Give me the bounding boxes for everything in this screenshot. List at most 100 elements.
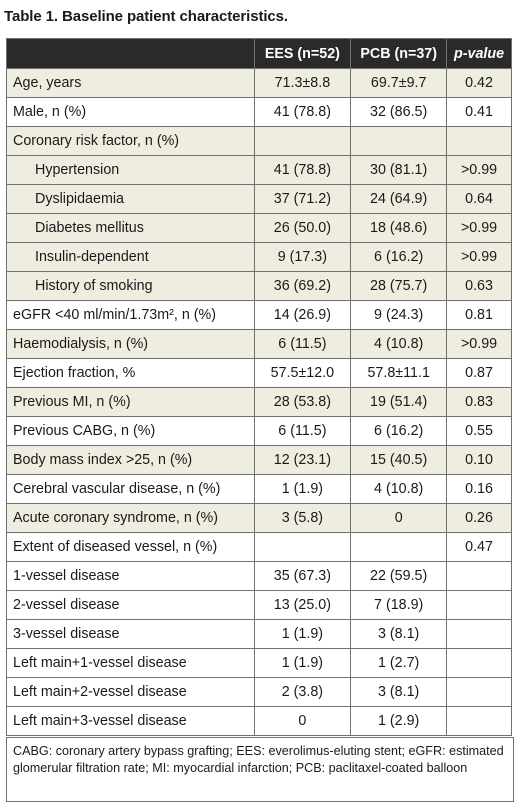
table-row: Previous MI, n (%) 28 (53.8) 19 (51.4) 0.83	[6, 387, 512, 417]
table-row: eGFR <40 ml/min/1.73m², n (%) 14 (26.9) 9 …	[6, 300, 512, 330]
cell-pcb: 15 (40.5)	[350, 445, 448, 475]
row-label: Insulin-dependent	[6, 242, 255, 272]
cell-pcb: 0	[350, 503, 448, 533]
cell-ees	[253, 126, 352, 156]
cell-p: 0.87	[446, 358, 512, 388]
cell-pcb: 1 (2.7)	[350, 648, 448, 678]
row-label: Previous MI, n (%)	[6, 387, 255, 417]
row-label: 3-vessel disease	[6, 619, 255, 649]
cell-p	[446, 590, 512, 620]
table-row: 2-vessel disease 13 (25.0) 7 (18.9)	[6, 590, 512, 620]
table-row: Cerebral vascular disease, n (%) 1 (1.9) 4…	[6, 474, 512, 504]
header-blank-cell	[6, 38, 255, 69]
row-label: Previous CABG, n (%)	[6, 416, 255, 446]
cell-p	[446, 619, 512, 649]
row-label: Male, n (%)	[6, 97, 255, 127]
cell-p	[446, 706, 512, 736]
header-ees: EES (n=52)	[253, 38, 352, 69]
row-label: Cerebral vascular disease, n (%)	[6, 474, 255, 504]
table-row: Ejection fraction, % 57.5±12.0 57.8±11.1 0.…	[6, 358, 512, 388]
cell-p: 0.42	[446, 68, 512, 98]
row-label: Left main+2-vessel disease	[6, 677, 255, 707]
cell-ees: 26 (50.0)	[253, 213, 352, 243]
row-label: Haemodialysis, n (%)	[6, 329, 255, 359]
cell-pcb: 22 (59.5)	[350, 561, 448, 591]
header-p-value-text: p-value	[454, 45, 505, 62]
cell-ees: 1 (1.9)	[253, 474, 352, 504]
cell-p	[446, 677, 512, 707]
cell-ees: 14 (26.9)	[253, 300, 352, 330]
cell-pcb: 19 (51.4)	[350, 387, 448, 417]
cell-p: >0.99	[446, 213, 512, 243]
row-label: Hypertension	[6, 155, 255, 185]
table-row: Previous CABG, n (%) 6 (11.5) 6 (16.2) 0.55	[6, 416, 512, 446]
row-label: 1-vessel disease	[6, 561, 255, 591]
row-label: History of smoking	[6, 271, 255, 301]
cell-ees: 6 (11.5)	[253, 329, 352, 359]
cell-pcb: 6 (16.2)	[350, 242, 448, 272]
cell-pcb: 3 (8.1)	[350, 619, 448, 649]
cell-p: 0.63	[446, 271, 512, 301]
cell-ees: 37 (71.2)	[253, 184, 352, 214]
cell-ees: 12 (23.1)	[253, 445, 352, 475]
header-row: EES (n=52) PCB (n=37) p-value	[6, 38, 512, 69]
cell-ees: 41 (78.8)	[253, 155, 352, 185]
cell-pcb: 32 (86.5)	[350, 97, 448, 127]
row-label: Dyslipidaemia	[6, 184, 255, 214]
cell-pcb	[350, 126, 448, 156]
table-row: Diabetes mellitus 26 (50.0) 18 (48.6) >0.99	[6, 213, 512, 243]
cell-p: 0.26	[446, 503, 512, 533]
cell-p	[446, 561, 512, 591]
table-row: 3-vessel disease 1 (1.9) 3 (8.1)	[6, 619, 512, 649]
cell-ees: 1 (1.9)	[253, 648, 352, 678]
cell-p: 0.83	[446, 387, 512, 417]
cell-ees	[253, 532, 352, 562]
row-label: Acute coronary syndrome, n (%)	[6, 503, 255, 533]
cell-ees: 6 (11.5)	[253, 416, 352, 446]
cell-p: 0.55	[446, 416, 512, 446]
header-p-value: p-value	[446, 38, 512, 69]
table-row: Coronary risk factor, n (%)	[6, 126, 512, 156]
cell-pcb: 28 (75.7)	[350, 271, 448, 301]
cell-ees: 41 (78.8)	[253, 97, 352, 127]
cell-pcb: 3 (8.1)	[350, 677, 448, 707]
table-row: Left main+2-vessel disease 2 (3.8) 3 (8.1)	[6, 677, 512, 707]
table-row: Insulin-dependent 9 (17.3) 6 (16.2) >0.99	[6, 242, 512, 272]
cell-ees: 28 (53.8)	[253, 387, 352, 417]
row-label: 2-vessel disease	[6, 590, 255, 620]
cell-p: 0.16	[446, 474, 512, 504]
row-label: Left main+3-vessel disease	[6, 706, 255, 736]
cell-pcb: 18 (48.6)	[350, 213, 448, 243]
table-row: Haemodialysis, n (%) 6 (11.5) 4 (10.8) >0.9…	[6, 329, 512, 359]
cell-p	[446, 126, 512, 156]
table-row: Left main+3-vessel disease 0 1 (2.9)	[6, 706, 512, 736]
cell-pcb	[350, 532, 448, 562]
cell-p: >0.99	[446, 155, 512, 185]
row-label: Ejection fraction, %	[6, 358, 255, 388]
table-row: Acute coronary syndrome, n (%) 3 (5.8) 0 0.…	[6, 503, 512, 533]
header-pcb: PCB (n=37)	[350, 38, 448, 69]
table-title: Table 1. Baseline patient characteristic…	[4, 8, 288, 25]
row-label: Extent of diseased vessel, n (%)	[6, 532, 255, 562]
table-row: Age, years 71.3±8.8 69.7±9.7 0.42	[6, 68, 512, 98]
cell-p: 0.41	[446, 97, 512, 127]
cell-p: 0.81	[446, 300, 512, 330]
cell-p: >0.99	[446, 242, 512, 272]
cell-p: 0.10	[446, 445, 512, 475]
cell-ees: 0	[253, 706, 352, 736]
cell-ees: 71.3±8.8	[253, 68, 352, 98]
cell-ees: 2 (3.8)	[253, 677, 352, 707]
cell-ees: 36 (69.2)	[253, 271, 352, 301]
cell-pcb: 57.8±11.1	[350, 358, 448, 388]
cell-p: 0.64	[446, 184, 512, 214]
cell-pcb: 4 (10.8)	[350, 474, 448, 504]
table-row: Dyslipidaemia 37 (71.2) 24 (64.9) 0.64	[6, 184, 512, 214]
row-label: Left main+1-vessel disease	[6, 648, 255, 678]
row-label: Body mass index >25, n (%)	[6, 445, 255, 475]
cell-pcb: 6 (16.2)	[350, 416, 448, 446]
row-label: Diabetes mellitus	[6, 213, 255, 243]
cell-ees: 13 (25.0)	[253, 590, 352, 620]
table-row: Body mass index >25, n (%) 12 (23.1) 15 (4…	[6, 445, 512, 475]
table-row: Male, n (%) 41 (78.8) 32 (86.5) 0.41	[6, 97, 512, 127]
